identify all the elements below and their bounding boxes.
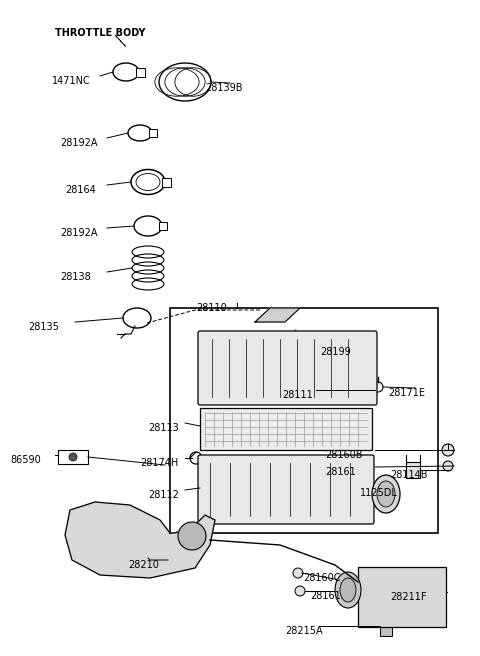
Text: 28211F: 28211F	[390, 592, 427, 602]
FancyBboxPatch shape	[148, 129, 156, 136]
Text: 28210: 28210	[128, 560, 159, 570]
Text: 28192A: 28192A	[60, 138, 97, 148]
Text: THROTTLE BODY: THROTTLE BODY	[55, 28, 145, 38]
Ellipse shape	[335, 572, 361, 608]
Bar	[380, 622, 392, 636]
Text: 28215A: 28215A	[285, 626, 323, 636]
Text: 28199: 28199	[320, 347, 351, 357]
Text: 1125DL: 1125DL	[360, 488, 398, 498]
Text: 28138: 28138	[60, 272, 91, 282]
Ellipse shape	[372, 475, 400, 513]
Circle shape	[69, 453, 77, 461]
Circle shape	[443, 461, 453, 471]
Text: 28139B: 28139B	[205, 83, 242, 93]
FancyBboxPatch shape	[198, 455, 374, 524]
Ellipse shape	[340, 578, 356, 602]
Circle shape	[373, 382, 383, 392]
Text: 28112: 28112	[148, 490, 179, 500]
Ellipse shape	[377, 481, 395, 507]
Text: 28135: 28135	[28, 322, 59, 332]
Text: 28174H: 28174H	[140, 458, 178, 468]
Bar	[377, 618, 395, 624]
Circle shape	[293, 568, 303, 578]
Polygon shape	[255, 308, 300, 322]
Text: 28171E: 28171E	[388, 388, 425, 398]
Text: 1471NC: 1471NC	[52, 76, 91, 86]
Text: 28113: 28113	[148, 423, 179, 433]
Circle shape	[295, 586, 305, 596]
Bar	[58, 450, 88, 464]
Text: 28160C: 28160C	[303, 573, 340, 583]
Bar	[406, 462, 420, 478]
Text: 86590: 86590	[10, 455, 41, 465]
FancyBboxPatch shape	[161, 178, 170, 186]
Text: 28114B: 28114B	[390, 470, 428, 480]
FancyBboxPatch shape	[158, 222, 167, 230]
Bar	[200, 408, 372, 450]
Circle shape	[442, 444, 454, 456]
Text: 28160B: 28160B	[325, 450, 362, 460]
Text: 28161: 28161	[325, 467, 356, 477]
Text: 28161E: 28161E	[310, 591, 347, 601]
Polygon shape	[65, 502, 215, 578]
Text: 28110: 28110	[196, 303, 227, 313]
Bar	[358, 567, 446, 627]
Text: 28111: 28111	[282, 390, 313, 400]
Text: 28192A: 28192A	[60, 228, 97, 238]
Text: 28164: 28164	[65, 185, 96, 195]
Bar	[170, 308, 438, 533]
FancyBboxPatch shape	[135, 68, 144, 77]
FancyBboxPatch shape	[198, 331, 377, 405]
Circle shape	[178, 522, 206, 550]
